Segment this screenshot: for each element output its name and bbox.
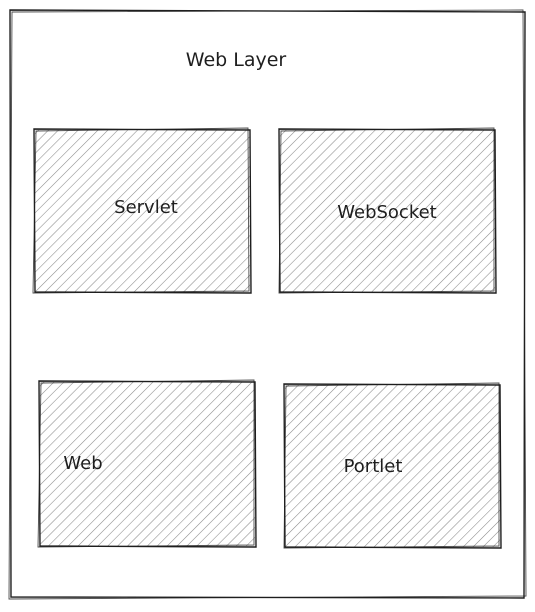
block-servlet: Servlet [32,127,252,294]
block-web: Web [37,379,257,548]
block-portlet: Portlet [283,382,502,549]
block-label-websocket: WebSocket [337,202,437,223]
block-websocket: WebSocket [278,127,497,294]
block-label-servlet: Servlet [114,197,178,218]
block-label-web: Web [63,453,102,474]
web-layer-container [8,9,527,600]
diagram-title: Web Layer [186,49,287,71]
block-label-portlet: Portlet [344,456,403,477]
